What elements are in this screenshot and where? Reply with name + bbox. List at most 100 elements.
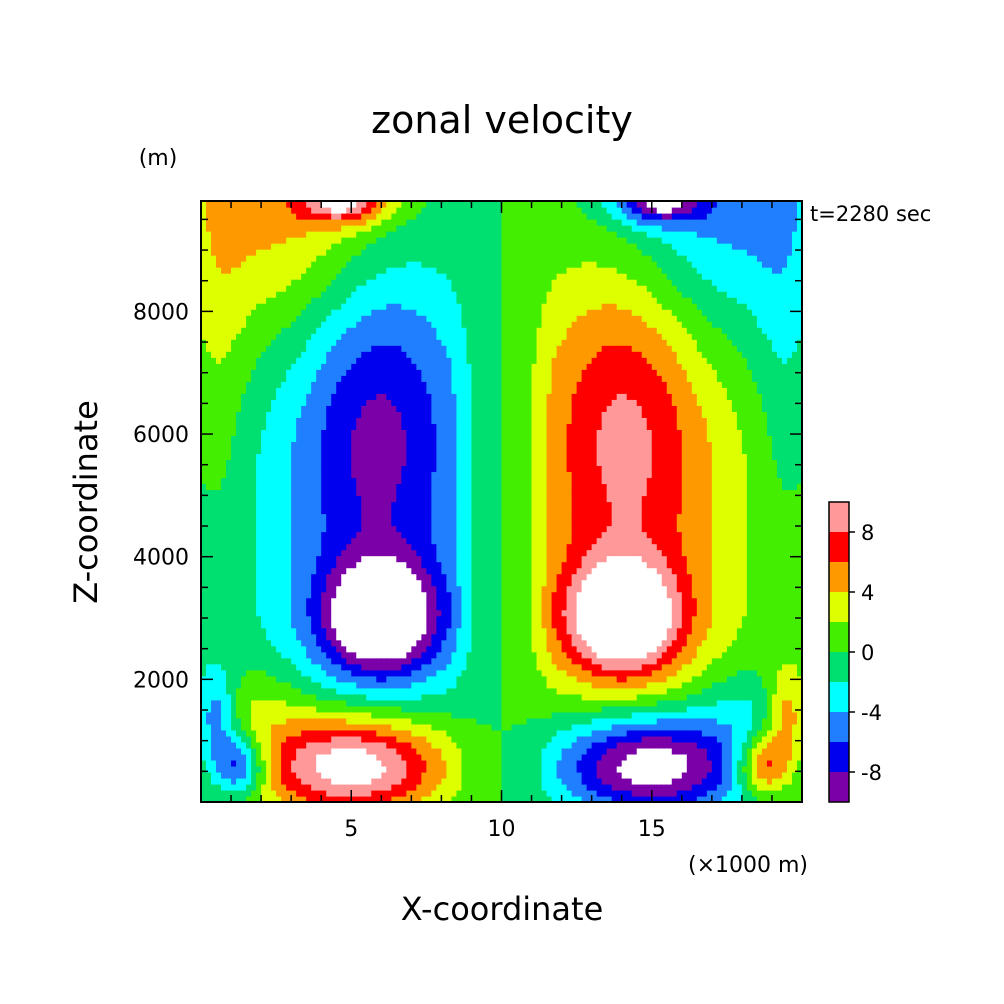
contour-cell — [366, 741, 372, 749]
contour-cell — [261, 687, 267, 695]
contour-cell — [246, 225, 252, 232]
contour-cell — [396, 471, 402, 479]
contour-cell — [306, 783, 312, 791]
contour-cell — [361, 291, 367, 298]
contour-cell — [411, 351, 417, 358]
contour-cell — [311, 291, 317, 298]
contour-cell — [206, 453, 212, 461]
contour-cell — [436, 597, 442, 605]
contour-cell — [256, 321, 262, 328]
contour-cell — [371, 675, 377, 683]
contour-cell — [201, 333, 207, 340]
contour-cell — [206, 471, 212, 479]
contour-cell — [276, 777, 282, 785]
contour-cell — [266, 513, 272, 521]
contour-cell — [346, 771, 352, 779]
contour-cell — [401, 387, 407, 394]
contour-cell — [401, 777, 407, 785]
contour-cell — [326, 339, 332, 346]
contour-cell — [326, 303, 332, 310]
contour-cell — [211, 717, 217, 725]
contour-cell — [446, 567, 453, 575]
contour-cell — [346, 405, 352, 412]
contour-cell — [426, 279, 432, 286]
contour-cell — [346, 507, 352, 515]
contour-cell — [346, 777, 352, 785]
contour-cell — [216, 465, 222, 473]
contour-cell — [321, 597, 327, 605]
contour-cell — [271, 675, 277, 683]
contour-cell — [281, 507, 287, 515]
contour-cell — [261, 225, 267, 232]
contour-cell — [271, 609, 277, 617]
contour-cell — [241, 303, 247, 310]
contour-cell — [261, 675, 267, 683]
contour-cell — [376, 699, 382, 707]
contour-cell — [341, 231, 347, 238]
contour-cell — [251, 705, 257, 713]
contour-cell — [291, 669, 297, 677]
contour-cell — [271, 627, 277, 635]
contour-cell — [391, 789, 397, 797]
contour-cell — [416, 549, 422, 557]
contour-cell — [251, 645, 257, 653]
contour-cell — [366, 291, 372, 298]
contour-cell — [436, 675, 442, 683]
contour-cell — [411, 525, 417, 533]
contour-cell — [406, 465, 412, 473]
contour-cell — [421, 645, 427, 653]
contour-cell — [446, 309, 453, 316]
contour-cell — [236, 783, 242, 791]
contour-cell — [376, 261, 382, 268]
contour-cell — [421, 531, 427, 539]
contour-cell — [206, 279, 212, 286]
contour-cell — [211, 723, 217, 731]
contour-cell — [341, 309, 347, 316]
contour-cell — [421, 201, 427, 208]
contour-cell — [226, 207, 232, 214]
contour-cell — [231, 717, 237, 725]
contour-cell — [321, 309, 327, 316]
contour-cell — [271, 279, 277, 286]
contour-cell — [271, 693, 277, 701]
contour-cell — [301, 459, 307, 467]
contour-cell — [411, 651, 417, 659]
contour-cell — [446, 267, 453, 274]
contour-cell — [216, 447, 222, 455]
contour-cell — [326, 297, 332, 304]
contour-cell — [411, 711, 417, 719]
contour-cell — [431, 705, 437, 713]
contour-cell — [311, 261, 317, 268]
contour-cell — [366, 555, 372, 563]
contour-cell — [331, 441, 337, 449]
contour-cell — [446, 741, 453, 749]
contour-cell — [326, 483, 332, 491]
contour-cell — [226, 717, 232, 725]
contour-cell — [316, 429, 322, 436]
contour-cell — [226, 651, 232, 659]
contour-cell — [391, 387, 397, 394]
contour-cell — [256, 627, 262, 635]
contour-cell — [431, 261, 437, 268]
contour-cell — [416, 399, 422, 406]
contour-cell — [346, 315, 352, 322]
contour-cell — [226, 381, 232, 388]
contour-cell — [376, 747, 382, 755]
contour-cell — [376, 579, 382, 587]
contour-cell — [301, 561, 307, 569]
contour-cell — [306, 213, 312, 220]
contour-cell — [371, 789, 377, 797]
contour-cell — [441, 453, 448, 461]
contour-cell — [381, 489, 387, 497]
contour-cell — [351, 591, 357, 599]
contour-cell — [306, 477, 312, 485]
contour-cell — [236, 513, 242, 521]
contour-cell — [301, 429, 307, 436]
contour-cell — [286, 765, 292, 773]
contour-cell — [266, 519, 272, 527]
contour-cell — [386, 501, 392, 509]
contour-cell — [281, 327, 287, 334]
contour-cell — [426, 783, 432, 791]
contour-cell — [361, 333, 367, 340]
contour-cell — [411, 471, 417, 479]
